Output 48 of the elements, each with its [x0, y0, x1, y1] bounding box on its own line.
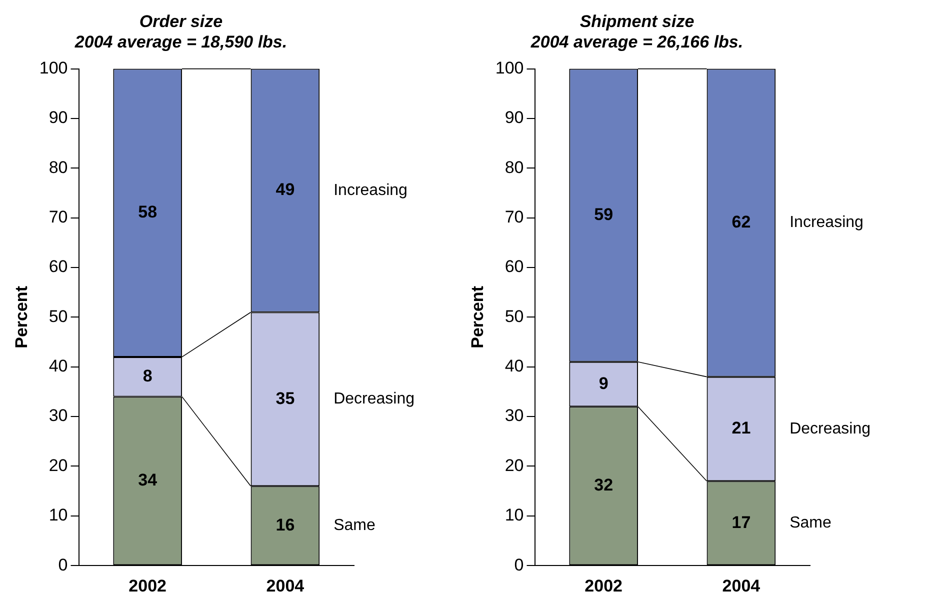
data-label: 59 — [594, 205, 614, 224]
data-label: 58 — [138, 202, 158, 222]
y-tick-label: 100 — [39, 58, 68, 78]
data-label: 35 — [276, 388, 295, 408]
series-label: Increasing — [334, 182, 408, 199]
y-tick-label: 0 — [58, 555, 68, 574]
data-label: 34 — [138, 470, 158, 490]
series-label: Same — [790, 514, 832, 532]
y-tick-label: 20 — [504, 456, 524, 475]
y-tick-label: 30 — [48, 406, 68, 426]
y-tick-label: 40 — [504, 356, 524, 376]
chart-title: Order size 2004 average = 18,590 lbs. — [74, 12, 288, 52]
y-tick-label: 10 — [48, 506, 68, 525]
y-tick-label: 100 — [495, 58, 524, 78]
y-tick-label: 90 — [504, 108, 524, 128]
y-tick-label: 80 — [504, 158, 524, 177]
y-tick-label: 70 — [504, 208, 524, 227]
data-label: 16 — [276, 515, 295, 534]
x-tick-label: 2004 — [722, 576, 761, 596]
series-label: Increasing — [790, 214, 864, 232]
y-tick-label: 10 — [504, 506, 524, 525]
series-label: Decreasing — [334, 390, 415, 408]
chart-title: Shipment size 2004 average = 26,166 lbs. — [530, 12, 744, 52]
y-tick-label: 40 — [48, 356, 68, 376]
y-axis-title: Percent — [12, 286, 31, 348]
data-label: 32 — [594, 476, 614, 495]
series-label: Same — [334, 517, 376, 534]
y-tick-label: 0 — [514, 555, 524, 574]
y-axis-title: Percent — [468, 286, 487, 348]
data-label: 49 — [276, 180, 295, 200]
data-label: 62 — [732, 212, 751, 232]
y-tick-label: 60 — [48, 257, 68, 276]
x-tick-label: 2002 — [584, 576, 622, 596]
data-label: 21 — [732, 418, 751, 438]
series-label: Decreasing — [790, 420, 871, 438]
y-tick-label: 60 — [504, 257, 524, 276]
x-tick-label: 2004 — [266, 576, 305, 596]
data-label: 9 — [598, 374, 608, 393]
data-label: 8 — [142, 366, 152, 386]
y-tick-label: 70 — [48, 208, 68, 227]
y-tick-label: 80 — [48, 158, 68, 177]
y-tick-label: 50 — [504, 306, 524, 326]
data-label: 17 — [732, 512, 751, 532]
y-tick-label: 20 — [48, 456, 68, 475]
y-tick-label: 30 — [504, 406, 524, 426]
y-tick-label: 90 — [48, 108, 68, 128]
y-tick-label: 50 — [48, 306, 68, 326]
x-tick-label: 2002 — [128, 576, 166, 596]
